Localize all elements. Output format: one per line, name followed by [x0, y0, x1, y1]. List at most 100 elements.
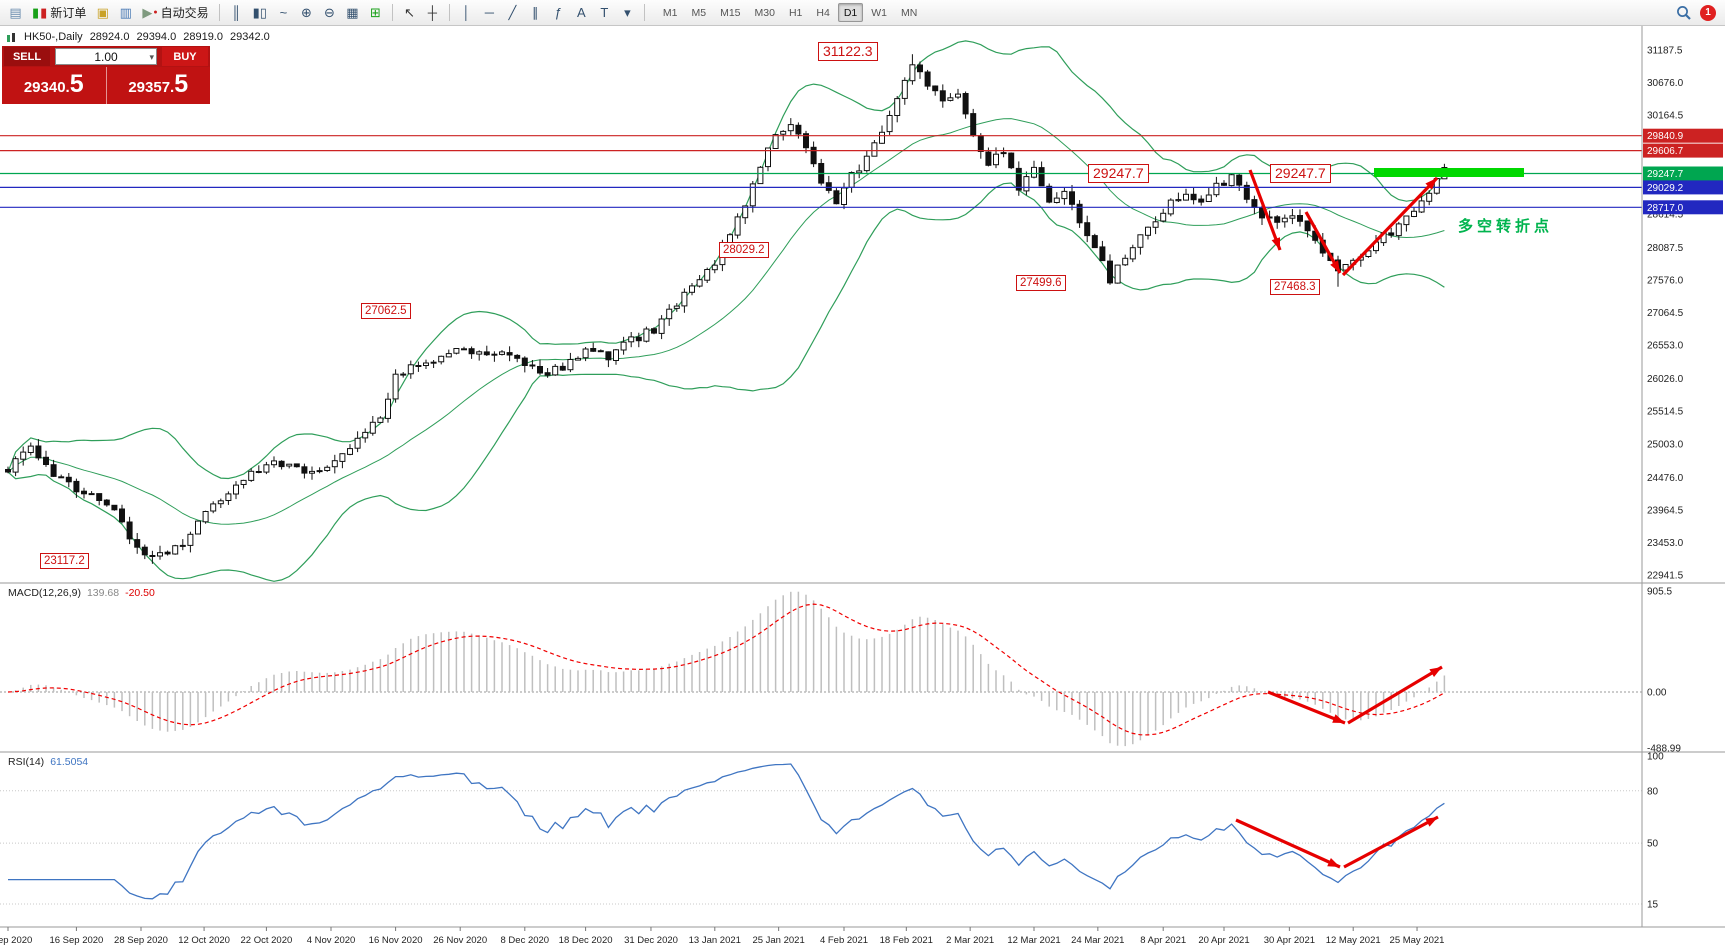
candle-body: [134, 539, 141, 548]
notification-badge[interactable]: 1: [1700, 4, 1716, 21]
trend-arrow[interactable]: [1235, 818, 1341, 869]
candle-body: [559, 365, 566, 371]
sell-price[interactable]: 29340. 5: [2, 67, 107, 104]
candle-body: [476, 351, 483, 355]
timeframe-m15[interactable]: M15: [720, 6, 741, 19]
candle-body: [1243, 184, 1250, 200]
date-tick-label: 8 Apr 2021: [1140, 935, 1186, 946]
symbol-header: HK50-,Daily 28924.0 29394.0 28919.0 2934…: [6, 31, 270, 43]
price-callout[interactable]: 31122.3: [818, 42, 878, 61]
price-callout[interactable]: 29247.7: [1088, 164, 1149, 183]
candle-body: [1122, 257, 1129, 266]
search-icon[interactable]: [1676, 5, 1692, 21]
buy-price[interactable]: 29357. 5: [107, 67, 211, 104]
buy-price-big-digit: 5: [174, 70, 189, 98]
buy-button[interactable]: BUY: [162, 47, 208, 66]
macd-signal-value: -20.50: [125, 587, 155, 599]
tile-windows-button[interactable]: ▦: [342, 2, 363, 23]
text-button[interactable]: A: [571, 2, 592, 23]
candle-body: [225, 493, 232, 501]
candle-body: [202, 511, 209, 523]
window-icon: ▤: [5, 2, 26, 23]
arrows-tool-button[interactable]: T: [594, 2, 615, 23]
line-chart-button[interactable]: ~: [273, 2, 294, 23]
macd-name: MACD(12,26,9): [8, 587, 81, 599]
sell-button[interactable]: SELL: [4, 47, 50, 66]
candle-body: [666, 308, 673, 320]
price-callout[interactable]: 27062.5: [361, 303, 411, 319]
svg-text:29840.9: 29840.9: [1647, 131, 1684, 142]
timeframe-m5[interactable]: M5: [691, 6, 707, 19]
timeframe-w1[interactable]: W1: [871, 6, 888, 19]
vertical-line-button[interactable]: │: [456, 2, 477, 23]
chart-profiles-button[interactable]: ▣: [92, 2, 113, 23]
cursor-button[interactable]: ↖: [399, 2, 420, 23]
rsi-indicator-label: RSI(14) 61.5054: [8, 756, 88, 768]
price-callout[interactable]: 28029.2: [719, 242, 769, 258]
timeframe-mn[interactable]: MN: [901, 6, 918, 19]
price-callout[interactable]: 29247.7: [1270, 164, 1331, 183]
candle-body: [141, 546, 148, 556]
shapes-button[interactable]: ▾: [617, 2, 638, 23]
candle-body: [590, 348, 597, 352]
candle-body: [164, 551, 171, 555]
trend-arrow[interactable]: [1341, 176, 1439, 277]
trendline-button[interactable]: ╱: [502, 2, 523, 23]
timeframe-m1[interactable]: M1: [662, 6, 678, 19]
date-tick-label: 16 Sep 2020: [49, 935, 103, 946]
annotation-note[interactable]: 多空转折点: [1458, 218, 1554, 235]
price-callout[interactable]: 27468.3: [1270, 279, 1320, 295]
auto-trading-button[interactable]: ▶ ● 自动交易: [138, 2, 212, 23]
new-order-button[interactable]: ▮ ▮ 新订单: [28, 2, 90, 23]
candle-body: [12, 458, 19, 473]
date-tick-label: 2 Sep 2020: [0, 935, 32, 946]
price-tag: 29029.2: [1643, 180, 1723, 195]
timeframe-d1[interactable]: D1: [837, 3, 864, 22]
candle-body: [1418, 200, 1425, 213]
trend-arrow[interactable]: [1347, 665, 1443, 725]
candle-body: [65, 476, 72, 483]
macd-plot[interactable]: [0, 591, 1642, 747]
indicators-button[interactable]: ⊞: [365, 2, 386, 23]
zoom-out-button[interactable]: ⊖: [319, 2, 340, 23]
toolbar: ▤ ▮ ▮ 新订单 ▣ ▥ ▶ ● 自动交易 ║ ▮▯ ~ ⊕ ⊖ ▦ ⊞ ↖ ┼ │ ─ ╱ ∥ ƒ A T ▾ M1 M5 M15…: [0, 0, 1725, 26]
zoom-in-button[interactable]: ⊕: [296, 2, 317, 23]
candle-chart-button[interactable]: ▮▯: [249, 2, 271, 23]
toolbar-separator: [391, 4, 393, 21]
market-watch-button[interactable]: ▥: [115, 2, 136, 23]
candle-body: [27, 445, 34, 454]
volume-input[interactable]: 1.00 ▾: [55, 48, 157, 65]
candle-body: [491, 353, 498, 356]
main-chart-plot[interactable]: [0, 40, 1642, 582]
trend-arrow[interactable]: [1343, 815, 1439, 869]
candle-body: [1274, 216, 1281, 223]
timeframe-h4[interactable]: H4: [816, 6, 830, 19]
candle-body: [119, 508, 125, 523]
highlight-segment[interactable]: [1374, 168, 1524, 177]
timeframe-h1[interactable]: H1: [788, 6, 803, 19]
timeframe-m30[interactable]: M30: [754, 6, 775, 19]
candle-body: [309, 470, 315, 474]
bar-chart-button[interactable]: ║: [226, 2, 247, 23]
horizontal-line-button[interactable]: ─: [479, 2, 500, 23]
trend-arrow[interactable]: [1267, 690, 1346, 725]
candle-body: [210, 503, 217, 512]
candle-body: [324, 466, 331, 471]
crosshair-button[interactable]: ┼: [422, 2, 443, 23]
channel-button[interactable]: ∥: [525, 2, 546, 23]
candle-body: [453, 348, 460, 354]
trend-arrow[interactable]: [1248, 169, 1282, 251]
tile-windows-icon: ▦: [346, 5, 359, 20]
svg-text:28717.0: 28717.0: [1647, 203, 1684, 214]
trend-arrow[interactable]: [1304, 211, 1342, 274]
candle-body: [1221, 182, 1227, 186]
price-callout[interactable]: 27499.6: [1016, 275, 1066, 291]
candle-body: [392, 373, 399, 400]
price-callout[interactable]: 23117.2: [40, 553, 89, 569]
fibonacci-button[interactable]: ƒ: [548, 2, 569, 23]
candle-body: [1145, 226, 1151, 236]
volume-spinner-icon[interactable]: ▾: [149, 52, 154, 62]
rsi-plot[interactable]: [0, 763, 1642, 905]
candle-body: [909, 64, 916, 82]
